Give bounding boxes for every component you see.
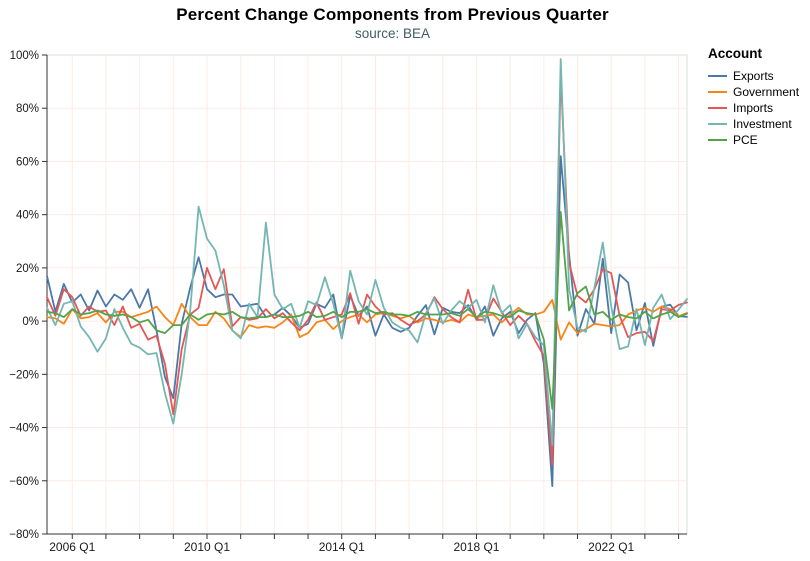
legend-entry-label: Investment: [733, 117, 792, 131]
legend-title: Account: [708, 46, 762, 61]
series-line-exports: [46, 155, 688, 488]
series-line-investment: [46, 58, 688, 446]
legend-swatch-icon: [708, 122, 727, 126]
y-axis-label: 60%: [16, 156, 39, 168]
legend-entries: Exports Government Imports Investment PCE: [708, 68, 808, 148]
legend-swatch-icon: [708, 74, 727, 78]
legend-entry-investment: Investment: [708, 116, 808, 132]
y-axis-label: 0%: [22, 316, 39, 328]
chart-subtitle: source: BEA: [354, 26, 431, 41]
y-axis-label: 40%: [16, 210, 39, 222]
y-axis-label: −40%: [9, 423, 39, 435]
series-line-government: [46, 298, 688, 341]
legend-swatch-icon: [708, 90, 727, 94]
x-axis-label: 2010 Q1: [184, 540, 230, 554]
chart-legend: Account Exports Government Imports Investme…: [708, 46, 808, 148]
legend-entry-label: PCE: [733, 133, 758, 147]
y-axis-label: 20%: [16, 263, 39, 275]
y-axis-label: −20%: [9, 369, 39, 381]
chart-title: Percent Change Components from Previous …: [176, 5, 609, 24]
legend-swatch-icon: [708, 138, 727, 142]
y-axis-label: 100%: [10, 50, 39, 62]
legend-entry-label: Exports: [733, 69, 774, 83]
series-line-pce: [46, 211, 688, 410]
legend-entry-pce: PCE: [708, 132, 808, 148]
x-axis-label: 2006 Q1: [49, 540, 95, 554]
legend-entry-imports: Imports: [708, 100, 808, 116]
y-axis-label: −80%: [9, 529, 39, 541]
legend-entry-label: Government: [733, 85, 800, 99]
x-axis-label: 2014 Q1: [319, 540, 365, 554]
y-axis-label: −60%: [9, 476, 39, 488]
y-axis-label: 80%: [16, 103, 39, 115]
legend-swatch-icon: [708, 106, 727, 110]
legend-entry-government: Government: [708, 84, 808, 100]
x-axis-label: 2018 Q1: [453, 540, 499, 554]
x-axis-label: 2022 Q1: [588, 540, 634, 554]
legend-entry-label: Imports: [733, 101, 774, 115]
legend-entry-exports: Exports: [708, 68, 808, 84]
series-line-imports: [46, 72, 688, 466]
